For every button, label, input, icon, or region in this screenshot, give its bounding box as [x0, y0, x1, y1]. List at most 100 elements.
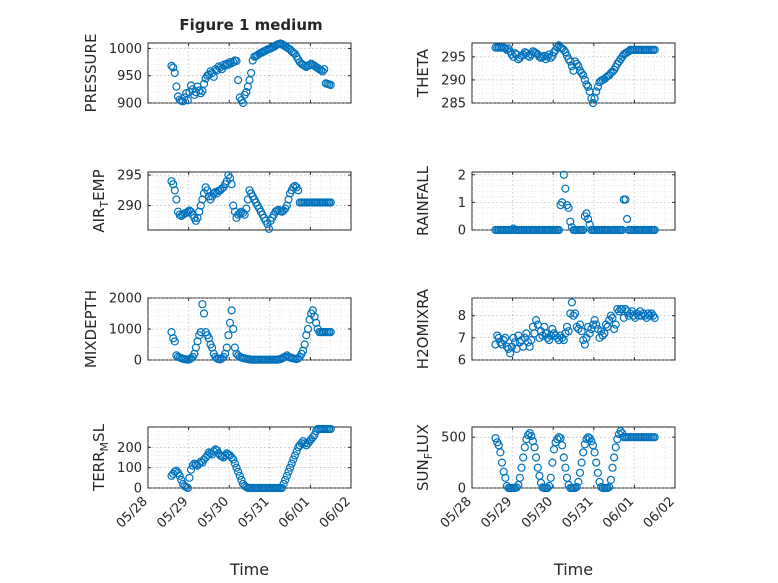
- data-point: [650, 313, 659, 322]
- data-point: [326, 198, 335, 207]
- y-tick-label: 2: [458, 168, 466, 183]
- data-point: [227, 180, 236, 189]
- data-point: [644, 309, 653, 318]
- data-point: [247, 68, 256, 78]
- subplot-mixdepth: 0 1000 2000: [109, 292, 352, 369]
- data-point: [238, 98, 248, 108]
- subplot-air-temp: 290 295: [117, 169, 352, 233]
- data-point: [608, 313, 617, 322]
- data-point: [541, 329, 551, 338]
- data-point: [237, 475, 246, 484]
- data-point: [520, 443, 529, 452]
- data-point: [548, 458, 557, 467]
- data-point: [170, 337, 179, 346]
- data-point: [621, 195, 630, 204]
- data-point: [232, 56, 241, 66]
- data-point: [303, 324, 313, 334]
- data-point: [554, 433, 564, 442]
- y-tick-label: 1000: [109, 42, 142, 57]
- data-point: [169, 63, 178, 72]
- data-point: [577, 327, 586, 336]
- data-point: [585, 329, 594, 338]
- data-point: [606, 311, 616, 320]
- data-point: [496, 448, 505, 457]
- data-point: [175, 471, 184, 480]
- x-axis-label: Time: [229, 560, 269, 579]
- subplot-h2omixra: 6 7 8: [458, 297, 676, 369]
- data-point: [182, 482, 191, 492]
- data-point: [224, 331, 233, 340]
- data-point: [227, 453, 236, 462]
- data-point: [527, 336, 536, 345]
- data-point: [574, 477, 583, 486]
- y-tick-label: 295: [441, 50, 466, 65]
- data-point: [235, 471, 244, 480]
- data-point: [170, 68, 179, 78]
- data-point: [582, 80, 591, 89]
- y-tick-label: 500: [441, 431, 466, 446]
- data-point: [172, 82, 181, 91]
- data-point: [282, 471, 291, 480]
- data-point: [569, 311, 578, 320]
- data-point: [172, 195, 181, 204]
- x-axis-label: Time: [553, 560, 593, 579]
- data-point: [522, 329, 531, 338]
- data-point: [611, 443, 620, 452]
- data-point: [570, 483, 580, 493]
- y-tick-label: 6: [458, 354, 466, 369]
- data-point: [650, 225, 659, 235]
- data-point: [572, 59, 581, 68]
- data-point: [650, 45, 659, 55]
- data-point: [577, 458, 586, 467]
- data-point: [185, 473, 194, 482]
- data-point: [564, 327, 573, 336]
- data-point: [199, 79, 209, 89]
- data-point: [519, 453, 528, 462]
- y-tick-label: 1000: [109, 323, 142, 338]
- data-point: [561, 463, 570, 472]
- y-tick-label: 0: [458, 224, 466, 239]
- data-point: [561, 48, 570, 57]
- data-point: [290, 451, 300, 460]
- data-point: [234, 467, 243, 476]
- data-point: [618, 305, 627, 314]
- y-axis-label: MIXDEPTH: [82, 290, 100, 368]
- y-tick-label: 295: [117, 169, 142, 184]
- data-point: [501, 333, 510, 342]
- data-point: [650, 433, 659, 442]
- y-axis-label: H2OMIXRA: [414, 288, 432, 369]
- data-point: [600, 329, 609, 338]
- data-point: [222, 343, 231, 352]
- data-point: [574, 61, 583, 71]
- data-point: [531, 316, 541, 325]
- data-point: [501, 473, 510, 482]
- data-point: [199, 309, 209, 318]
- y-tick-label: 0: [134, 354, 142, 369]
- data-point: [611, 320, 620, 329]
- data-point: [284, 467, 293, 476]
- data-point: [543, 52, 552, 61]
- data-point: [300, 439, 309, 448]
- data-point: [209, 72, 218, 81]
- data-point: [310, 431, 319, 440]
- data-point: [580, 440, 590, 449]
- data-point: [515, 473, 525, 482]
- data-point: [177, 475, 186, 484]
- data-point: [287, 459, 296, 468]
- data-point: [517, 463, 526, 472]
- data-point: [277, 483, 287, 493]
- data-point: [234, 75, 243, 85]
- data-point: [572, 482, 581, 492]
- y-tick-label: 285: [441, 97, 466, 112]
- y-tick-label: 8: [458, 309, 466, 324]
- data-point: [564, 203, 573, 212]
- subplot-theta: 285 290 295: [441, 41, 676, 112]
- data-point: [318, 67, 327, 76]
- data-point: [587, 437, 596, 446]
- data-point: [544, 481, 554, 491]
- data-point: [183, 483, 192, 493]
- data-point: [627, 307, 637, 316]
- data-point: [497, 458, 507, 467]
- data-point: [493, 331, 502, 340]
